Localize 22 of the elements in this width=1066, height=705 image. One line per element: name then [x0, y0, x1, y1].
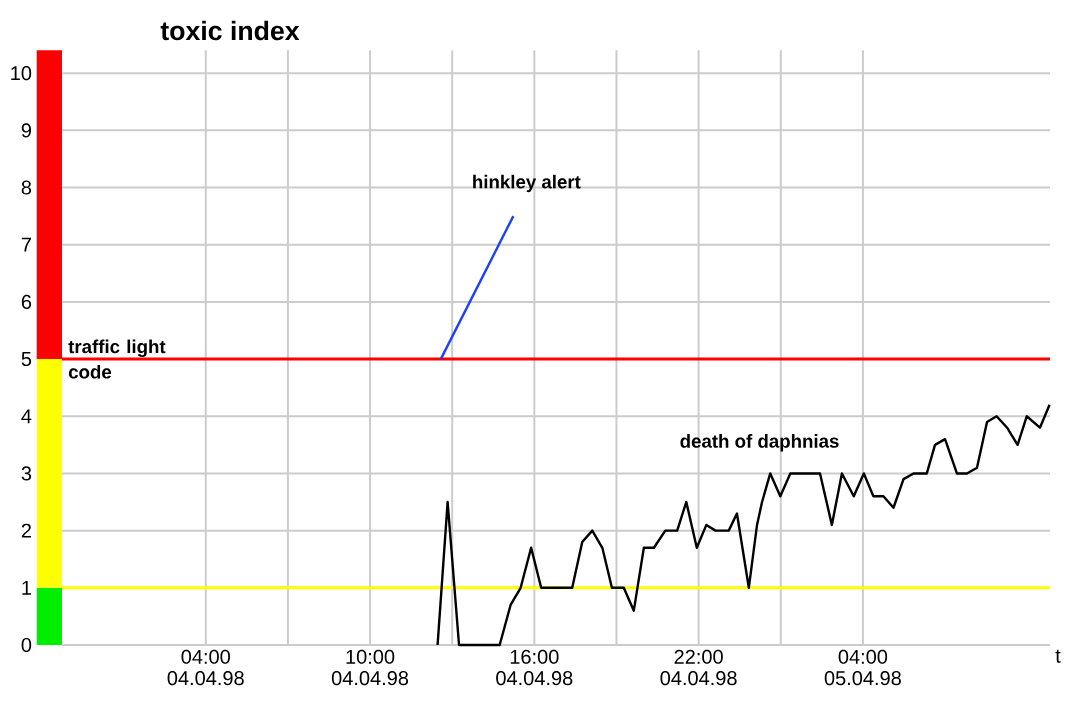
y-axis-title: toxic index	[160, 20, 300, 41]
y-tick-label: 1	[22, 580, 31, 595]
y-tick-label: 7	[21, 237, 31, 252]
y-tick-label: 4	[21, 409, 32, 424]
y-tick-label: 2	[21, 523, 31, 538]
annotation: hinkley alert	[473, 174, 581, 193]
annotation: traffic light code	[68, 339, 166, 379]
x-tick-label: 10:00 04.04.98	[331, 649, 409, 686]
y-tick-label: 9	[21, 123, 32, 138]
y-tick-label: 3	[21, 466, 32, 481]
y-tick-label: 0	[21, 637, 32, 653]
x-tick-label: 04:00 04.04.98	[167, 649, 244, 686]
y-tick-label: 5	[21, 352, 32, 367]
annotation: death of daphnias	[680, 434, 839, 452]
x-axis-title: t	[1055, 649, 1061, 663]
y-tick-label: 8	[21, 180, 32, 195]
x-tick-label: 04:00 05.04.98	[824, 649, 901, 686]
line-series	[436, 403, 1051, 647]
x-tick-label: 22:00 04.04.98	[660, 649, 737, 686]
x-tick-label: 16:00 04.04.98	[496, 649, 573, 686]
y-tick-label: 6	[21, 294, 32, 309]
y-tick-label: 10	[11, 66, 32, 81]
